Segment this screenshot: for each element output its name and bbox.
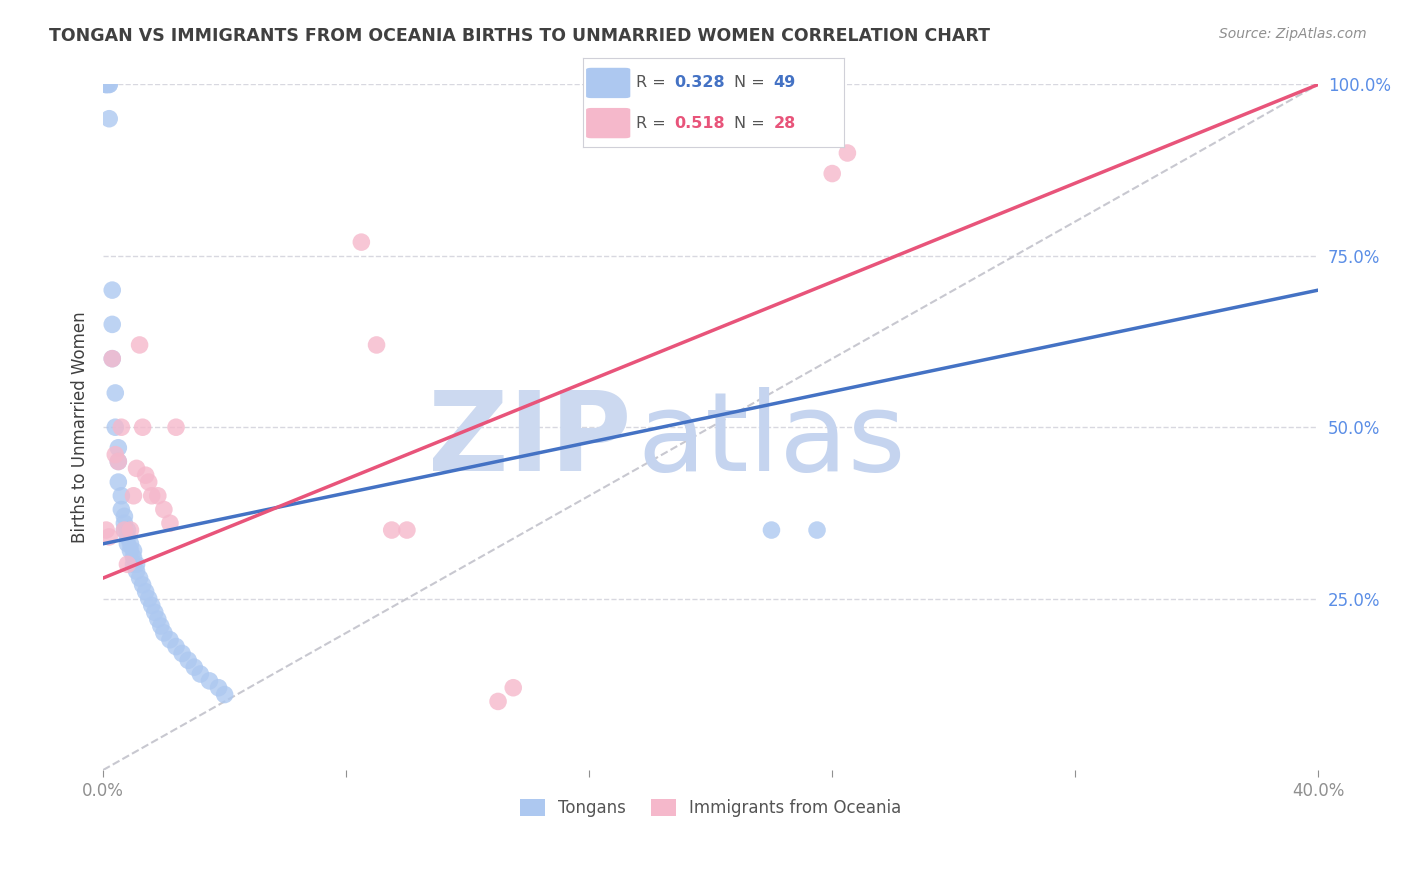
- Point: [104, 448, 127, 462]
- Point: [110, 420, 132, 434]
- FancyBboxPatch shape: [586, 108, 630, 138]
- Point: [141, 489, 163, 503]
- Point: [117, 530, 139, 544]
- Point: [198, 673, 221, 688]
- Y-axis label: Births to Unmarried Women: Births to Unmarried Women: [72, 311, 89, 543]
- Point: [98, 78, 121, 92]
- Point: [122, 558, 145, 572]
- Point: [395, 523, 418, 537]
- Point: [138, 475, 160, 489]
- Point: [98, 112, 121, 126]
- Point: [117, 523, 139, 537]
- Point: [159, 516, 181, 531]
- Text: atlas: atlas: [638, 387, 907, 494]
- Point: [104, 420, 127, 434]
- Point: [110, 502, 132, 516]
- Point: [107, 475, 129, 489]
- Point: [117, 537, 139, 551]
- Text: R =: R =: [636, 116, 671, 130]
- Point: [128, 338, 150, 352]
- Point: [761, 523, 783, 537]
- Point: [125, 461, 148, 475]
- Point: [101, 283, 124, 297]
- Point: [112, 523, 135, 537]
- Point: [172, 647, 194, 661]
- Point: [110, 489, 132, 503]
- Text: N =: N =: [734, 76, 770, 90]
- Text: 28: 28: [773, 116, 796, 130]
- Point: [214, 688, 236, 702]
- Text: 0.328: 0.328: [675, 76, 725, 90]
- Text: 0.518: 0.518: [675, 116, 725, 130]
- Point: [135, 584, 157, 599]
- Point: [101, 351, 124, 366]
- Point: [138, 591, 160, 606]
- Point: [107, 454, 129, 468]
- Point: [366, 338, 388, 352]
- Point: [107, 454, 129, 468]
- Point: [112, 509, 135, 524]
- Point: [96, 78, 118, 92]
- Point: [120, 537, 142, 551]
- Text: ZIP: ZIP: [429, 387, 631, 494]
- Text: 49: 49: [773, 76, 796, 90]
- Point: [98, 78, 121, 92]
- Point: [122, 543, 145, 558]
- Point: [120, 543, 142, 558]
- Point: [143, 605, 166, 619]
- Point: [153, 626, 176, 640]
- Point: [149, 619, 172, 633]
- Point: [837, 146, 859, 161]
- Text: TONGAN VS IMMIGRANTS FROM OCEANIA BIRTHS TO UNMARRIED WOMEN CORRELATION CHART: TONGAN VS IMMIGRANTS FROM OCEANIA BIRTHS…: [49, 27, 990, 45]
- Point: [165, 640, 187, 654]
- Point: [183, 660, 205, 674]
- Point: [135, 468, 157, 483]
- Point: [141, 599, 163, 613]
- Legend: Tongans, Immigrants from Oceania: Tongans, Immigrants from Oceania: [513, 792, 908, 823]
- Point: [122, 489, 145, 503]
- Point: [101, 351, 124, 366]
- Point: [128, 571, 150, 585]
- Point: [96, 78, 118, 92]
- Point: [96, 523, 118, 537]
- Point: [112, 523, 135, 537]
- Point: [502, 681, 524, 695]
- Point: [96, 78, 118, 92]
- Point: [177, 653, 200, 667]
- Point: [98, 530, 121, 544]
- Point: [104, 386, 127, 401]
- Point: [122, 550, 145, 565]
- Point: [131, 578, 153, 592]
- Point: [350, 235, 373, 249]
- Point: [120, 523, 142, 537]
- Point: [821, 167, 844, 181]
- FancyBboxPatch shape: [586, 68, 630, 98]
- Text: N =: N =: [734, 116, 770, 130]
- Point: [146, 612, 169, 626]
- Point: [146, 489, 169, 503]
- Point: [381, 523, 404, 537]
- Point: [153, 502, 176, 516]
- Point: [159, 632, 181, 647]
- Text: Source: ZipAtlas.com: Source: ZipAtlas.com: [1219, 27, 1367, 41]
- Point: [112, 516, 135, 531]
- Point: [486, 694, 509, 708]
- Point: [131, 420, 153, 434]
- Point: [165, 420, 187, 434]
- Point: [188, 667, 211, 681]
- Point: [101, 318, 124, 332]
- Point: [125, 564, 148, 578]
- Point: [207, 681, 229, 695]
- Point: [806, 523, 828, 537]
- Point: [125, 558, 148, 572]
- Text: R =: R =: [636, 76, 671, 90]
- Point: [117, 558, 139, 572]
- Point: [107, 441, 129, 455]
